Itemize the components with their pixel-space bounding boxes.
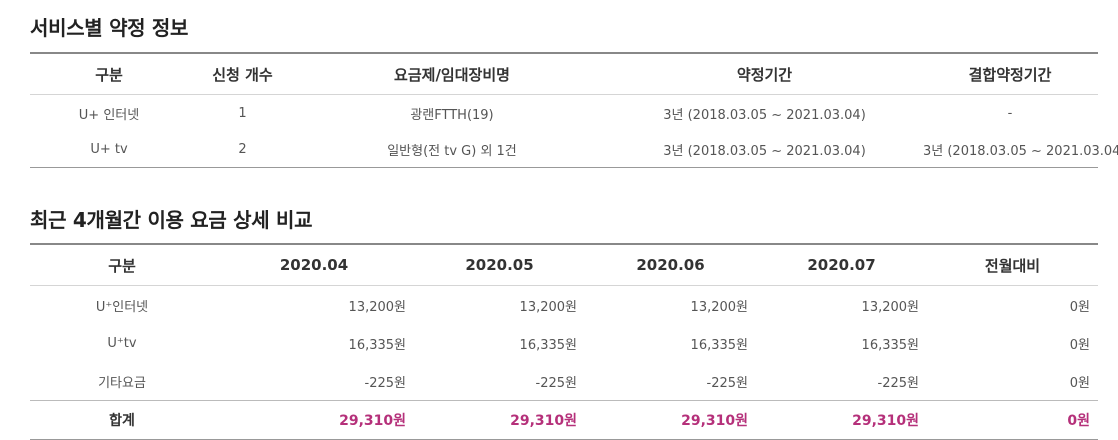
total-amount: 29,310원 bbox=[214, 400, 414, 440]
total-amount: 29,310원 bbox=[756, 400, 927, 440]
service-name: U+ 인터넷 bbox=[78, 107, 140, 123]
contract-period: 3년 (2018.03.05 ~ 2021.03.04) bbox=[663, 143, 866, 159]
fee-amount: 16,335원 bbox=[690, 337, 748, 353]
fee-amount: -225원 bbox=[535, 375, 577, 391]
plan-name: 일반형(전 tv G) 외 1건 bbox=[387, 143, 517, 159]
col-month: 2020.06 bbox=[585, 244, 756, 286]
fee-amount: 13,200원 bbox=[519, 299, 577, 315]
bundle-period: - bbox=[1007, 105, 1013, 121]
fee-amount: 16,335원 bbox=[519, 337, 577, 353]
col-change: 전월대비 bbox=[927, 244, 1098, 286]
table-row: U⁺tv 16,335원 16,335원 16,335원 16,335원 0원 bbox=[30, 324, 1098, 362]
fee-change: 0원 bbox=[1069, 375, 1090, 391]
fee-amount: -225원 bbox=[706, 375, 748, 391]
total-row: 합계 29,310원 29,310원 29,310원 29,310원 0원 bbox=[30, 400, 1098, 440]
table-row: U+ 인터넷 1 광랜FTTH(19) 3년 (2018.03.05 ~ 202… bbox=[30, 95, 1098, 132]
fee-amount: 13,200원 bbox=[348, 299, 406, 315]
col-plan: 요금제/임대장비명 bbox=[297, 53, 607, 95]
col-month: 2020.04 bbox=[214, 244, 414, 286]
fee-change: 0원 bbox=[1069, 337, 1090, 353]
col-bundle-period: 결합약정기간 bbox=[922, 53, 1098, 95]
fee-amount: 16,335원 bbox=[348, 337, 406, 353]
total-amount: 29,310원 bbox=[585, 400, 756, 440]
total-label: 합계 bbox=[30, 400, 214, 440]
col-month: 2020.07 bbox=[756, 244, 927, 286]
contract-header-row: 구분 신청 개수 요금제/임대장비명 약정기간 결합약정기간 bbox=[30, 53, 1098, 95]
table-row: 기타요금 -225원 -225원 -225원 -225원 0원 bbox=[30, 362, 1098, 401]
fee-amount: -225원 bbox=[364, 375, 406, 391]
fee-section-title: 최근 4개월간 이용 요금 상세 비교 bbox=[30, 208, 313, 232]
contract-table: 구분 신청 개수 요금제/임대장비명 약정기간 결합약정기간 U+ 인터넷 1 … bbox=[30, 52, 1118, 168]
service-count: 2 bbox=[238, 141, 247, 157]
fee-header-row: 구분 2020.04 2020.05 2020.06 2020.07 전월대비 bbox=[30, 244, 1098, 286]
fee-item-name: U⁺tv bbox=[107, 335, 137, 351]
service-count: 1 bbox=[238, 105, 247, 121]
table-row: U+ tv 2 일반형(전 tv G) 외 1건 3년 (2018.03.05 … bbox=[30, 131, 1118, 168]
col-contract-period: 약정기간 bbox=[607, 53, 922, 95]
fee-item-name: 기타요금 bbox=[98, 375, 146, 391]
total-change: 0원 bbox=[927, 400, 1098, 440]
fee-item-name: U⁺인터넷 bbox=[95, 299, 149, 315]
fee-amount: -225원 bbox=[877, 375, 919, 391]
col-count: 신청 개수 bbox=[188, 53, 297, 95]
plan-name: 광랜FTTH(19) bbox=[410, 107, 494, 123]
table-row: U⁺인터넷 13,200원 13,200원 13,200원 13,200원 0원 bbox=[30, 286, 1098, 325]
fee-comparison-table: 구분 2020.04 2020.05 2020.06 2020.07 전월대비 … bbox=[30, 243, 1098, 440]
col-category: 구분 bbox=[30, 244, 214, 286]
fee-amount: 16,335원 bbox=[861, 337, 919, 353]
contract-section-title: 서비스별 약정 정보 bbox=[30, 16, 189, 40]
service-name: U+ tv bbox=[90, 141, 128, 157]
fee-change: 0원 bbox=[1069, 299, 1090, 315]
contract-period: 3년 (2018.03.05 ~ 2021.03.04) bbox=[663, 107, 866, 123]
fee-amount: 13,200원 bbox=[690, 299, 748, 315]
col-category: 구분 bbox=[30, 53, 188, 95]
bundle-period: 3년 (2018.03.05 ~ 2021.03.04) bbox=[923, 143, 1118, 159]
col-month: 2020.05 bbox=[414, 244, 585, 286]
fee-amount: 13,200원 bbox=[861, 299, 919, 315]
total-amount: 29,310원 bbox=[414, 400, 585, 440]
